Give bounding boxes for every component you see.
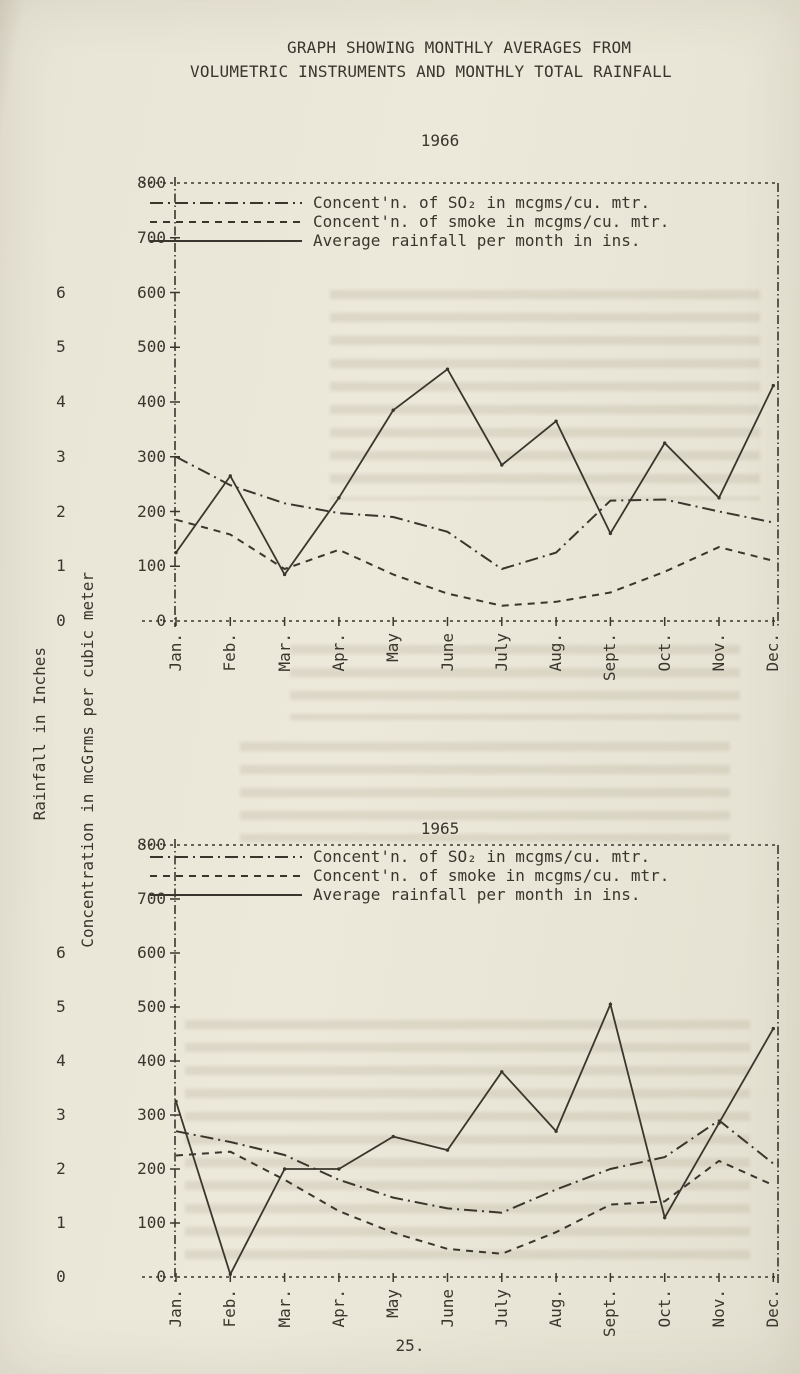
rainfall-data-point: [282, 572, 287, 577]
rainfall-data-point: [554, 419, 558, 423]
rainfall-data-point: [174, 550, 178, 555]
bleedthrough-texture: [330, 290, 760, 500]
rainfall-data-point: [337, 496, 341, 500]
rainfall-data-point: [228, 474, 232, 478]
rainfall-data-point: [500, 1070, 504, 1074]
rainfall-data-point: [717, 496, 721, 500]
series-line-smoke: [175, 518, 774, 607]
rainfall-data-point: [717, 1121, 721, 1125]
rainfall-data-point: [445, 367, 450, 371]
rainfall-data-point: [554, 1129, 558, 1133]
bleedthrough-texture: [185, 1020, 750, 1270]
rainfall-data-point: [445, 1148, 450, 1152]
rainfall-data-point: [500, 463, 504, 467]
series-line-rainfall: [175, 367, 775, 577]
rainfall-data-point: [608, 531, 613, 536]
rainfall-data-point: [771, 1026, 775, 1031]
bleedthrough-texture: [240, 742, 730, 842]
rainfall-data-point: [391, 408, 395, 412]
rainfall-data-point: [228, 1272, 232, 1277]
rainfall-data-point: [282, 1167, 287, 1171]
rainfall-data-point: [663, 441, 667, 445]
rainfall-data-point: [771, 383, 775, 388]
series-line-so2: [175, 1119, 774, 1214]
rainfall-data-point: [608, 1002, 613, 1006]
rainfall-data-point: [663, 1215, 667, 1220]
series-line-rainfall: [175, 1001, 775, 1277]
rainfall-data-point: [174, 1099, 178, 1104]
rainfall-data-point: [391, 1134, 395, 1139]
series-line-smoke: [175, 1150, 774, 1255]
series-line-so2: [175, 455, 774, 571]
rainfall-data-point: [337, 1167, 341, 1171]
bleedthrough-texture: [290, 645, 740, 720]
